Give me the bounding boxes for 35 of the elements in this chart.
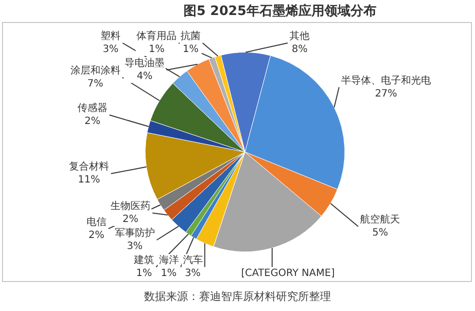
data-label: 7%: [87, 78, 104, 90]
slice-label: 抗菌: [180, 30, 201, 42]
slice-label: 汽车: [182, 254, 203, 266]
slice-label: 航空航天: [360, 214, 400, 226]
data-label: 3%: [184, 268, 201, 280]
data-label: 8%: [292, 44, 308, 56]
data-label: 1%: [182, 44, 199, 56]
slice-label: 导电油墨: [124, 57, 165, 70]
slice-label: 半导体、电子和光电: [341, 74, 432, 86]
slice-label: 生物医药: [110, 200, 150, 212]
data-label: 2%: [88, 230, 104, 241]
data-label: 5%: [372, 228, 388, 239]
slice-label: 军事防护: [114, 227, 155, 240]
slice-label: 其他: [290, 30, 310, 42]
data-label: 1%: [160, 268, 177, 280]
slice-label: 电信: [86, 216, 106, 228]
slice-label: 海洋: [158, 254, 179, 266]
slice-label: 复合材料: [69, 160, 110, 173]
data-label: 1%: [136, 268, 152, 280]
data-label: 3%: [102, 44, 119, 56]
source-note: 数据来源：赛迪智库原材料研究所整理: [143, 289, 332, 304]
slice-label: 涂层和涂料: [70, 64, 120, 77]
data-label: 11%: [78, 174, 100, 186]
data-label: 1%: [148, 44, 165, 56]
data-label: 4%: [136, 71, 153, 82]
data-label: 2%: [122, 214, 138, 226]
data-label: 3%: [126, 241, 143, 252]
slice-label: [CATEGORY NAME]: [241, 268, 335, 280]
data-label: 27%: [374, 88, 398, 100]
chart-title: 图5 2025年石墨烯应用领域分布: [182, 2, 378, 20]
slice-label: 传感器: [77, 102, 108, 114]
data-label: 2%: [84, 116, 100, 128]
slice-label: 体育用品: [136, 30, 177, 42]
slice-label: 塑料: [100, 30, 121, 42]
slice-label: 建筑: [133, 254, 154, 266]
